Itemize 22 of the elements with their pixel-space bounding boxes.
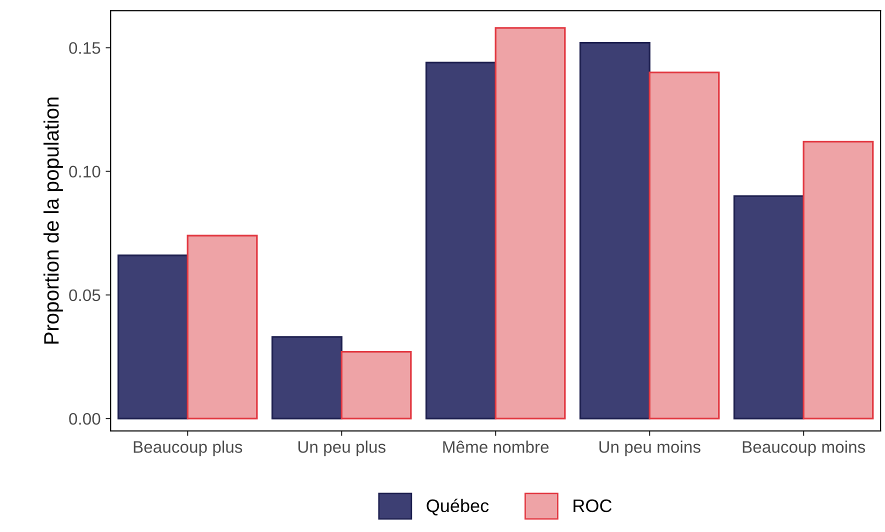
y-tick-label: 0.15 xyxy=(69,42,100,54)
y-tick-label: 0.00 xyxy=(69,412,100,425)
bar xyxy=(271,336,342,420)
bar xyxy=(733,195,804,420)
x-tick-label: Beaucoup plus xyxy=(134,440,242,456)
bar xyxy=(340,350,412,420)
x-tick-label: Beaucoup moins xyxy=(742,440,866,456)
x-tick-label: Un peu moins xyxy=(599,440,700,456)
x-tick-label: Même nombre xyxy=(443,440,549,453)
bar xyxy=(425,62,496,420)
y-tick-label: 0.10 xyxy=(69,166,100,178)
bar xyxy=(802,140,874,420)
bar xyxy=(186,234,258,420)
y-tick-label: 0.05 xyxy=(69,289,100,302)
bar xyxy=(494,27,566,420)
bar xyxy=(117,254,188,420)
bar xyxy=(579,42,650,420)
legend-label: Québec xyxy=(426,498,489,516)
legend-label: ROC xyxy=(574,499,612,512)
x-tick-label: Un peu plus xyxy=(298,440,386,456)
bar xyxy=(648,72,720,420)
y-axis-title: Proportion de la population xyxy=(43,98,63,344)
